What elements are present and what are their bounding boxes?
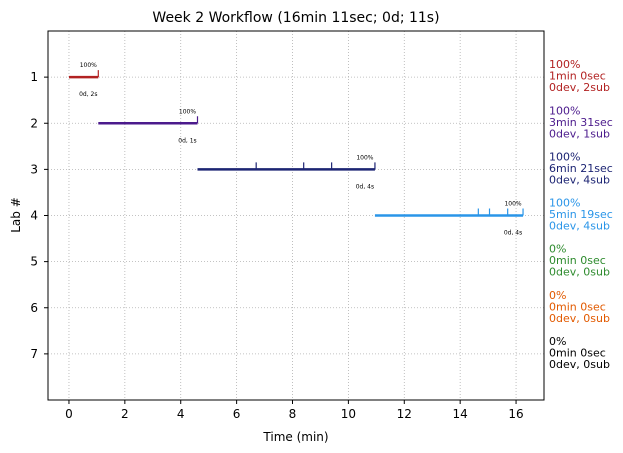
lab-1-summary-line: 100% <box>549 58 580 71</box>
lab-3-summary-line: 100% <box>549 150 580 163</box>
lab-2-pct-label: 100% <box>179 108 196 115</box>
lab-4-pct-label: 100% <box>504 201 521 208</box>
y-axis-ticks: 1 2 3 4 5 6 7 <box>30 70 48 361</box>
x-tick-label: 4 <box>177 407 185 421</box>
y-tick-label: 5 <box>30 255 38 269</box>
lab-3-summary-line: 6min 21sec <box>549 162 613 175</box>
lab-5-summary-line: 0dev, 0sub <box>549 266 610 279</box>
lab-6-summary-line: 0dev, 0sub <box>549 312 610 325</box>
lab-1-detail-label: 0d, 2s <box>79 91 97 98</box>
y-tick-label: 2 <box>30 116 38 130</box>
lab-1-pct-label: 100% <box>80 62 97 69</box>
lab-3-pct-label: 100% <box>356 154 373 161</box>
y-axis-label: Lab # <box>9 197 23 233</box>
x-axis-ticks: 0 2 4 6 8 10 12 14 16 <box>65 400 524 421</box>
x-tick-label: 12 <box>397 407 412 421</box>
lab-3-summary-line: 0dev, 4sub <box>549 173 610 186</box>
x-tick-label: 10 <box>341 407 356 421</box>
x-tick-label: 2 <box>121 407 129 421</box>
lab-5-summary-line: 0min 0sec <box>549 254 606 267</box>
y-tick-label: 7 <box>30 347 38 361</box>
x-tick-label: 8 <box>289 407 297 421</box>
x-tick-label: 14 <box>453 407 468 421</box>
y-tick-label: 1 <box>30 70 38 84</box>
y-tick-label: 6 <box>30 301 38 315</box>
lab-3-detail-label: 0d, 4s <box>356 183 374 190</box>
lab-4-summary-line: 0dev, 4sub <box>549 220 610 233</box>
x-tick-label: 6 <box>233 407 241 421</box>
lab-4-detail-label: 0d, 4s <box>504 230 522 237</box>
lab-2-detail-label: 0d, 1s <box>178 137 196 144</box>
lab-4-summary-line: 100% <box>549 197 580 210</box>
lab-6-summary-line: 0min 0sec <box>549 300 606 313</box>
y-tick-label: 4 <box>30 209 38 223</box>
x-axis-label: Time (min) <box>262 430 328 444</box>
chart-title: Week 2 Workflow (16min 11sec; 0d; 11s) <box>152 10 439 26</box>
lab-7-summary-line: 0min 0sec <box>549 346 606 359</box>
lab-1-summary-line: 0dev, 2sub <box>549 81 610 94</box>
x-tick-label: 16 <box>508 407 523 421</box>
lab-2-summary-line: 3min 31sec <box>549 116 613 129</box>
lab-4-summary-line: 5min 19sec <box>549 208 613 221</box>
lab-7-summary-line: 0% <box>549 335 566 348</box>
y-tick-label: 3 <box>30 162 38 176</box>
lab-7-summary-line: 0dev, 0sub <box>549 358 610 371</box>
lab-2-summary-line: 0dev, 1sub <box>549 127 610 140</box>
lab-1-summary-line: 1min 0sec <box>549 70 606 83</box>
lab-2-summary-line: 100% <box>549 104 580 117</box>
x-tick-label: 0 <box>65 407 73 421</box>
lab-6-summary-line: 0% <box>549 289 566 302</box>
lab-5-summary-line: 0% <box>549 243 566 256</box>
lab-bars: 100% 0d, 2s 100% 0d, 1s 100% 0d, 4s 100% 0d, 4s <box>68 62 524 237</box>
